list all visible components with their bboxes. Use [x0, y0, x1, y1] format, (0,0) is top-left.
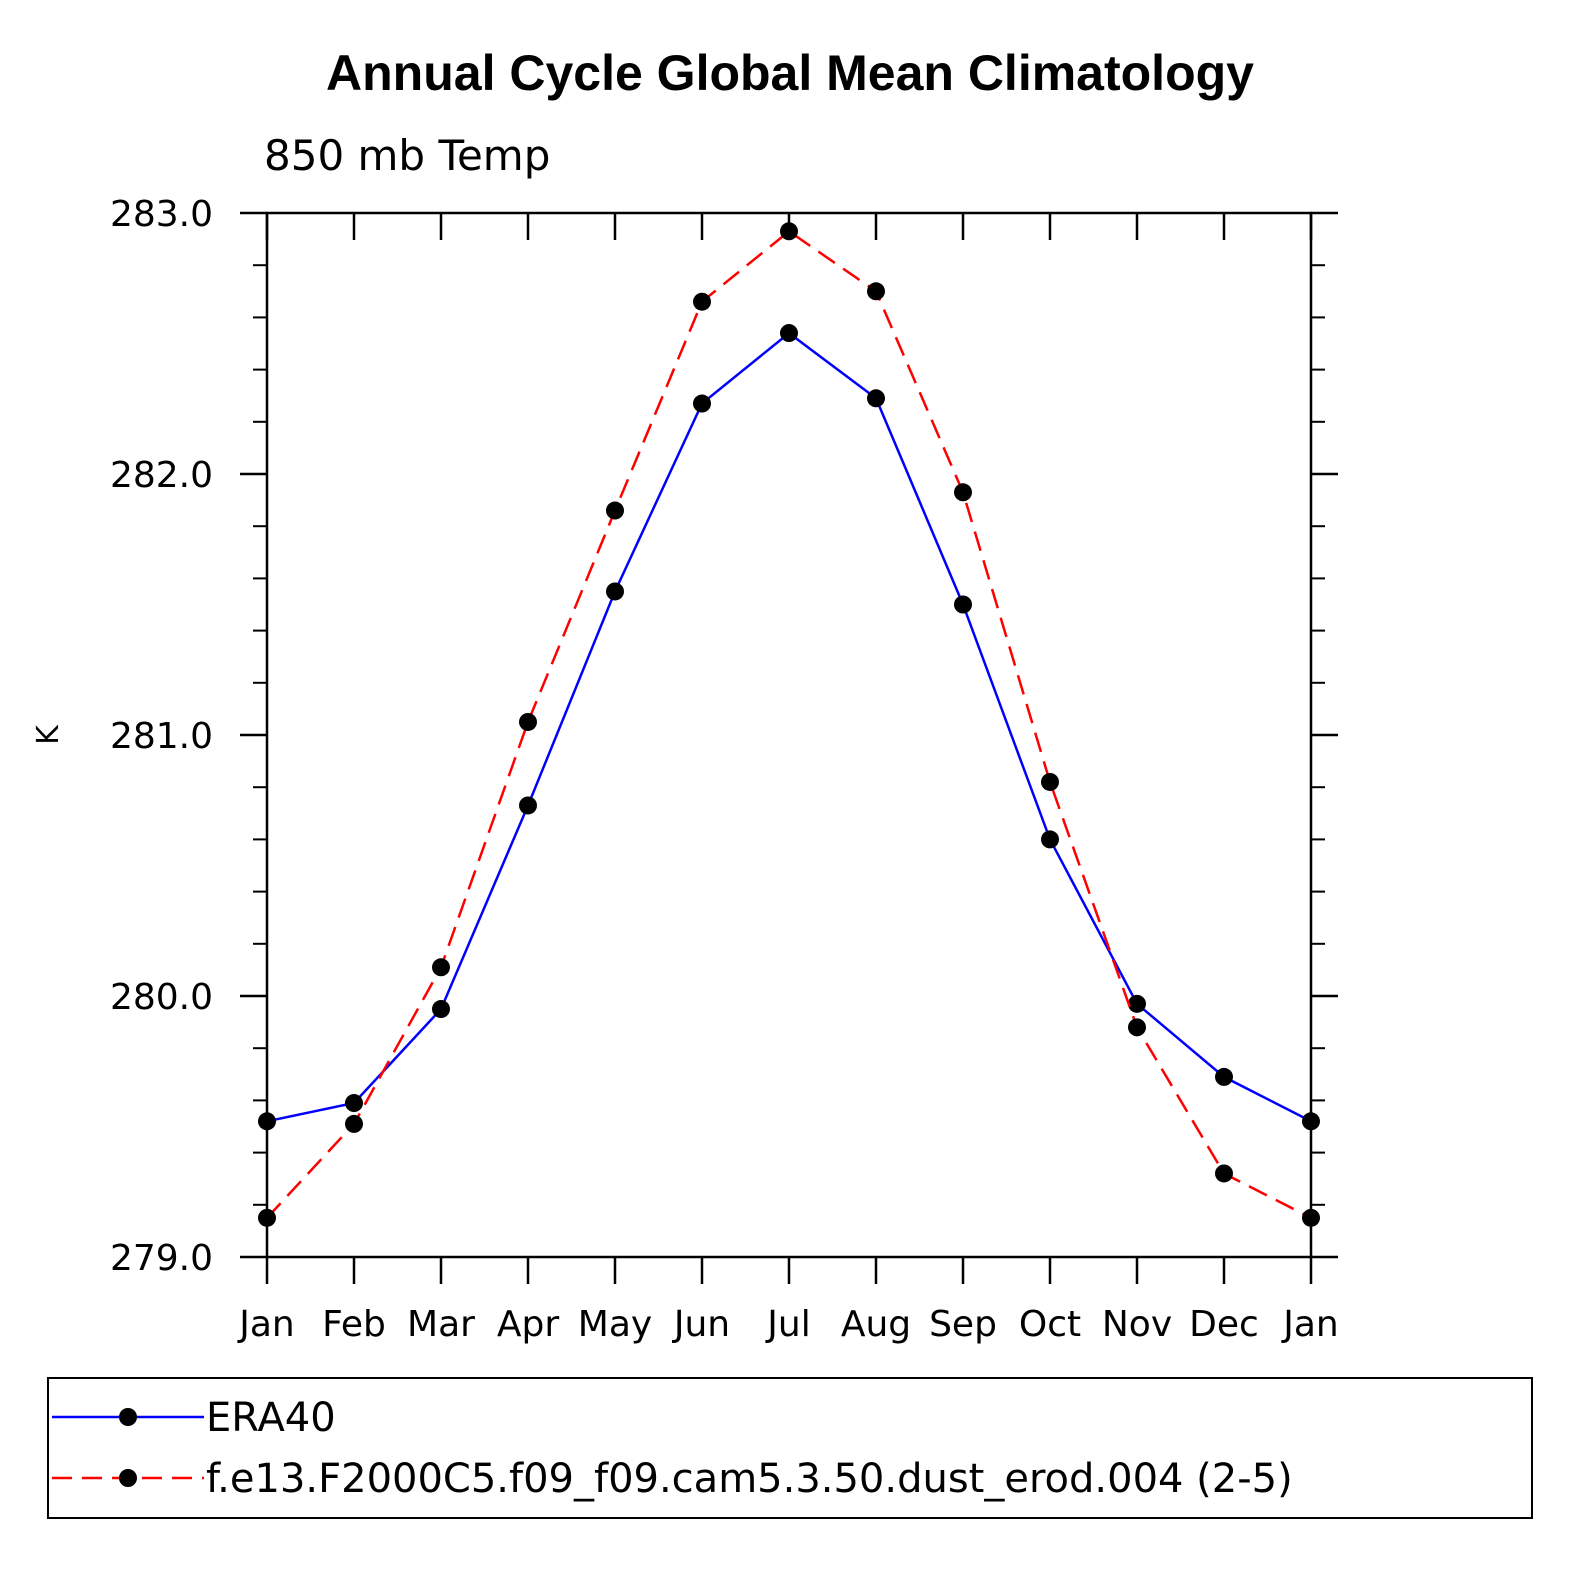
data-point-s0 — [1215, 1067, 1233, 1086]
data-point-s1 — [954, 483, 972, 502]
data-point-s1 — [780, 222, 798, 241]
data-point-s1 — [258, 1208, 276, 1227]
chart-title: Annual Cycle Global Mean Climatology — [326, 45, 1254, 101]
data-point-s1 — [1215, 1164, 1233, 1183]
x-tick-label: Jul — [765, 1304, 810, 1345]
legend-label-model: f.e13.F2000C5.f09_f09.cam5.3.50.dust_ero… — [206, 1456, 1293, 1502]
data-point-s1 — [432, 958, 450, 977]
y-axis-label: K — [31, 724, 66, 745]
x-tick-label: Sep — [929, 1304, 997, 1345]
data-point-s0 — [432, 1000, 450, 1019]
data-point-s1 — [693, 292, 711, 311]
data-point-s1 — [606, 501, 624, 520]
legend-entry-model: f.e13.F2000C5.f09_f09.cam5.3.50.dust_ero… — [52, 1456, 1293, 1502]
y-tick-label: 280.0 — [110, 977, 213, 1018]
x-tick-label: Aug — [841, 1304, 911, 1345]
data-point-s0 — [1128, 994, 1146, 1013]
data-point-s1 — [1041, 772, 1059, 791]
data-point-s0 — [606, 582, 624, 601]
legend-marker-era40 — [119, 1408, 137, 1426]
y-tick-label: 282.0 — [110, 455, 213, 496]
data-point-s0 — [519, 796, 537, 815]
legend-entry-era40: ERA40 — [52, 1395, 336, 1441]
series-line-1 — [266, 229, 1312, 1220]
x-tick-label: Jun — [672, 1304, 730, 1345]
data-point-s0 — [693, 394, 711, 413]
x-tick-label: Nov — [1102, 1304, 1172, 1345]
x-tick-label: Oct — [1019, 1304, 1081, 1345]
legend-marker-model — [119, 1469, 137, 1487]
x-tick-label: Dec — [1189, 1304, 1259, 1345]
plot-frame — [265, 211, 1313, 1259]
data-point-s1 — [1128, 1018, 1146, 1037]
x-tick-label: Feb — [322, 1304, 386, 1345]
data-point-s1 — [867, 282, 885, 301]
y-tick-label: 279.0 — [110, 1238, 213, 1279]
data-point-s1 — [519, 712, 537, 731]
data-point-s1 — [1302, 1208, 1320, 1227]
x-tick-label: May — [578, 1304, 652, 1345]
y-tick-label: 283.0 — [110, 194, 213, 235]
series-line-0 — [266, 331, 1312, 1123]
legend-box — [47, 1377, 1533, 1519]
data-point-s0 — [1041, 830, 1059, 849]
data-point-s0 — [867, 389, 885, 408]
x-tick-label: Jan — [237, 1304, 295, 1345]
data-point-s0 — [345, 1094, 363, 1113]
data-point-s0 — [1302, 1112, 1320, 1131]
data-point-s1 — [345, 1114, 363, 1133]
x-tick-label: Mar — [407, 1304, 475, 1345]
data-point-s0 — [954, 595, 972, 614]
x-tick-label: Jan — [1281, 1304, 1339, 1345]
x-tick-label: Apr — [497, 1304, 559, 1345]
plot-area: Jan Feb Mar Apr May Jun Jul Aug Sep Oct Nov Dec Jan 2… — [110, 194, 1339, 1345]
y-tick-label: 281.0 — [110, 716, 213, 757]
data-point-s0 — [258, 1112, 276, 1131]
legend-label-era40: ERA40 — [206, 1395, 336, 1441]
chart-subtitle: 850 mb Temp — [264, 131, 550, 180]
data-point-s0 — [780, 324, 798, 343]
